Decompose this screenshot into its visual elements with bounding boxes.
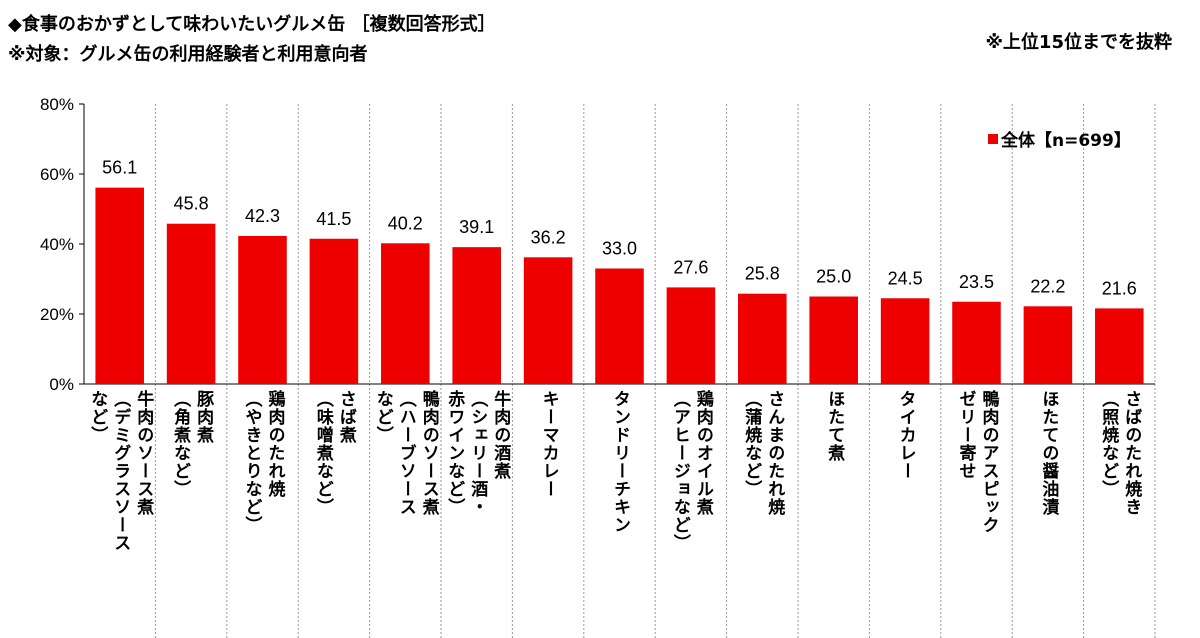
- data-label: 36.2: [531, 227, 566, 247]
- data-label: 45.8: [174, 194, 209, 214]
- legend-label: 全体【n=699】: [1001, 131, 1131, 151]
- bar: [452, 247, 501, 384]
- category-label-line: 鶏肉のたれ焼: [264, 390, 285, 498]
- legend-swatch: [988, 133, 998, 144]
- category-label-line: さんまのたれ焼: [764, 390, 785, 516]
- data-label: 23.5: [959, 272, 994, 292]
- bar: [880, 298, 930, 384]
- category-label: 豚肉煮 （角煮など）: [155, 390, 226, 638]
- category-label: 鶏肉のたれ焼 （やきとりなど）: [227, 390, 298, 638]
- category-label-line: 鴨肉のソース煮: [418, 390, 439, 516]
- y-tick-label: 0%: [49, 375, 74, 394]
- bar: [952, 301, 1001, 384]
- category-label-line: さばのたれ焼き: [1121, 390, 1142, 516]
- bar: [238, 235, 287, 384]
- category-label-line: 赤ワインなど）: [444, 390, 465, 516]
- category-label: 鴨肉のソース煮 （ハーブソース など）: [370, 390, 441, 638]
- category-label-line: など）: [372, 390, 393, 444]
- category-label-line: （角煮など）: [170, 390, 191, 498]
- category-label: 鴨肉のアスピック ゼリー寄せ: [941, 390, 1012, 638]
- y-tick-label: 40%: [40, 235, 74, 254]
- category-label-line: （デミグラスソース: [110, 390, 131, 552]
- category-label: さば煮 （味噌煮など）: [298, 390, 369, 638]
- bar: [309, 238, 359, 384]
- bar: [666, 287, 716, 384]
- bar: [809, 296, 858, 384]
- y-tick-label: 60%: [40, 165, 74, 184]
- category-label-line: 豚肉煮: [193, 390, 214, 444]
- category-label-line: タンドリーチキン: [609, 390, 630, 534]
- category-label: タイカレー: [869, 390, 940, 638]
- category-label: キーマカレー: [512, 390, 583, 638]
- data-label: 40.2: [388, 213, 423, 233]
- category-label-line: （シェリー酒・: [467, 390, 488, 516]
- category-label-line: ほたての醤油漬: [1038, 390, 1059, 516]
- bar: [95, 187, 144, 384]
- data-label: 25.8: [745, 264, 780, 284]
- category-label: タンドリーチキン: [584, 390, 655, 638]
- y-tick-label: 80%: [40, 95, 74, 114]
- note-text: ※上位15位までを抜粋: [985, 32, 1172, 53]
- category-label-line: （蒲焼など）: [741, 390, 762, 498]
- category-label: ほたて煮: [798, 390, 869, 638]
- data-label: 24.5: [888, 268, 923, 288]
- legend: 全体【n=699】: [988, 126, 1131, 151]
- category-label-line: さば煮: [335, 390, 356, 444]
- category-label-line: キーマカレー: [538, 390, 559, 498]
- category-label: さばのたれ焼き （照焼など）: [1084, 390, 1155, 638]
- category-label: 牛肉の酒煮 （シェリー酒・ 赤ワインなど）: [441, 390, 512, 638]
- data-label: 25.0: [816, 267, 851, 287]
- data-label: 21.6: [1102, 278, 1137, 298]
- category-label-line: （やきとりなど）: [241, 390, 262, 534]
- data-label: 39.1: [459, 217, 494, 237]
- data-label: 56.1: [102, 158, 137, 178]
- category-label-line: （味噌煮など）: [312, 390, 333, 516]
- bar: [381, 243, 430, 384]
- category-label-line: 鶏肉のオイル煮: [692, 390, 713, 516]
- data-label: 42.3: [245, 206, 280, 226]
- y-tick-label: 20%: [40, 305, 74, 324]
- category-label: 鶏肉のオイル煮 （アヒージョなど）: [655, 390, 726, 638]
- category-label-line: 牛肉のソース煮: [133, 390, 154, 516]
- category-label-line: など）: [87, 390, 108, 444]
- category-label-line: タイカレー: [895, 390, 916, 480]
- bar: [1095, 308, 1144, 384]
- chart-title: ◆食事のおかずとして味わいたいグルメ缶 ［複数回答形式］: [8, 14, 496, 35]
- category-label-line: 牛肉の酒煮: [490, 390, 511, 480]
- data-label: 41.5: [316, 209, 351, 229]
- category-label-line: （ハーブソース: [395, 390, 416, 516]
- data-label: 27.6: [673, 257, 708, 277]
- bar: [166, 223, 216, 384]
- category-label-line: （アヒージョなど）: [669, 390, 690, 552]
- data-label: 22.2: [1030, 276, 1065, 296]
- chart-subtitle: ※対象：グルメ缶の利用経験者と利用意向者: [8, 44, 368, 65]
- category-label-line: ゼリー寄せ: [955, 390, 976, 480]
- bar: [595, 268, 644, 384]
- data-label: 33.0: [602, 239, 637, 259]
- category-label-line: 鴨肉のアスピック: [978, 390, 999, 534]
- category-label-line: ほたて煮: [824, 390, 845, 462]
- category-label: ほたての醤油漬: [1012, 390, 1083, 638]
- bar: [738, 293, 787, 384]
- category-label: さんまのたれ焼 （蒲焼など）: [727, 390, 798, 638]
- category-label: 牛肉のソース煮 （デミグラスソース など）: [84, 390, 155, 638]
- bar: [1023, 306, 1073, 384]
- bar: [523, 257, 573, 384]
- category-label-line: （照焼など）: [1098, 390, 1119, 498]
